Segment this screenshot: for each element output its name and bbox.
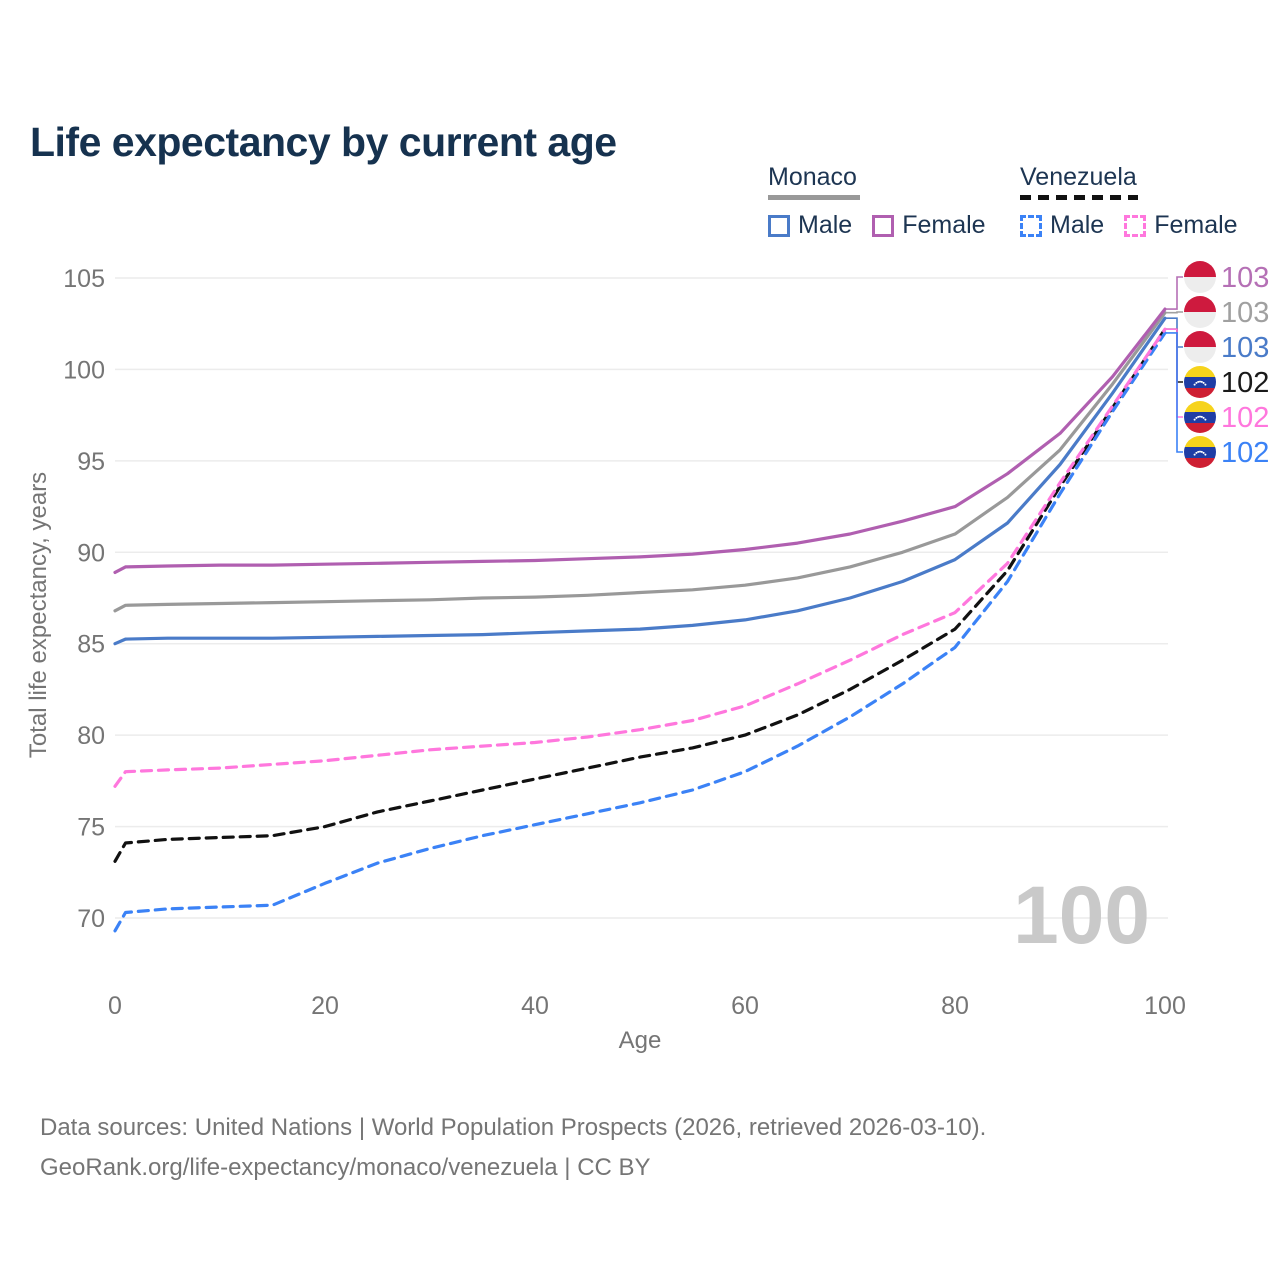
- page-title: Life expectancy by current age: [30, 119, 617, 166]
- flag-icon-monaco: [1184, 296, 1216, 328]
- end-label-connector: [1166, 276, 1183, 310]
- end-label-connector: [1166, 311, 1183, 314]
- legend-country-venezuela: Venezuela: [1020, 163, 1137, 191]
- end-value-label: 102: [1221, 402, 1269, 434]
- legend-group-monaco: Monaco Male Female: [768, 163, 986, 240]
- series-line-monaco-female[interactable]: [113, 307, 1167, 575]
- y-tick-label: 75: [77, 814, 105, 842]
- series-line-monaco-male[interactable]: [113, 316, 1167, 646]
- legend-label-monaco-male[interactable]: Male: [798, 211, 853, 239]
- x-tick-label: 80: [941, 992, 969, 1020]
- y-tick-label: 90: [77, 539, 105, 567]
- legend-country-monaco: Monaco: [768, 163, 857, 191]
- x-tick-label: 0: [108, 992, 122, 1020]
- end-label-connector: [1166, 328, 1183, 418]
- y-tick-label: 100: [63, 356, 105, 384]
- flag-icon-venezuela: [1184, 436, 1216, 468]
- flag-icon-monaco: [1184, 331, 1216, 363]
- legend-label-monaco-female[interactable]: Female: [902, 211, 986, 239]
- series-line-venezuela-both[interactable]: [113, 327, 1167, 863]
- y-tick-label: 70: [77, 905, 105, 933]
- legend-swatch-venezuela-male[interactable]: [1020, 214, 1042, 237]
- end-label-connector: [1166, 328, 1183, 383]
- age-watermark: 100: [1013, 870, 1150, 961]
- attribution-text: GeoRank.org/life-expectancy/monaco/venez…: [40, 1154, 651, 1181]
- legend-label-venezuela-female[interactable]: Female: [1154, 211, 1238, 239]
- legend-swatch-venezuela-female[interactable]: [1124, 214, 1147, 237]
- y-tick-label: 105: [63, 265, 105, 293]
- chart-footer: Data sources: United Nations | World Pop…: [40, 1108, 986, 1188]
- y-axis-title: Total life expectancy, years: [25, 472, 52, 758]
- y-tick-label: 95: [77, 448, 105, 476]
- end-label-connector: [1166, 332, 1183, 453]
- end-value-label: 102: [1221, 437, 1269, 469]
- x-tick-label: 60: [731, 992, 759, 1020]
- x-tick-label: 20: [311, 992, 339, 1020]
- x-tick-label: 100: [1144, 992, 1186, 1020]
- legend-line-swatch-monaco: [768, 195, 860, 200]
- x-axis-title: Age: [619, 1027, 662, 1054]
- series-line-venezuela-male[interactable]: [113, 331, 1167, 933]
- legend-group-venezuela: Venezuela Male Female: [1020, 163, 1238, 240]
- flag-icon-venezuela: [1184, 366, 1216, 398]
- end-value-label: 103: [1221, 262, 1269, 294]
- legend-swatch-monaco-male[interactable]: [768, 214, 790, 237]
- end-value-label: 103: [1221, 332, 1269, 364]
- y-tick-label: 80: [77, 722, 105, 750]
- series-line-venezuela-female[interactable]: [113, 327, 1167, 788]
- end-value-label: 102: [1221, 367, 1269, 399]
- end-value-label: 103: [1221, 297, 1269, 329]
- y-tick-label: 85: [77, 631, 105, 659]
- legend-line-swatch-venezuela: [1020, 195, 1138, 200]
- legend-label-venezuela-male[interactable]: Male: [1050, 211, 1105, 239]
- data-source-text: Data sources: United Nations | World Pop…: [40, 1114, 987, 1141]
- x-tick-label: 40: [521, 992, 549, 1020]
- legend-swatch-monaco-female[interactable]: [872, 214, 895, 237]
- series-line-monaco-both[interactable]: [113, 311, 1167, 613]
- flag-icon-venezuela: [1184, 401, 1216, 433]
- flag-icon-monaco: [1184, 261, 1216, 293]
